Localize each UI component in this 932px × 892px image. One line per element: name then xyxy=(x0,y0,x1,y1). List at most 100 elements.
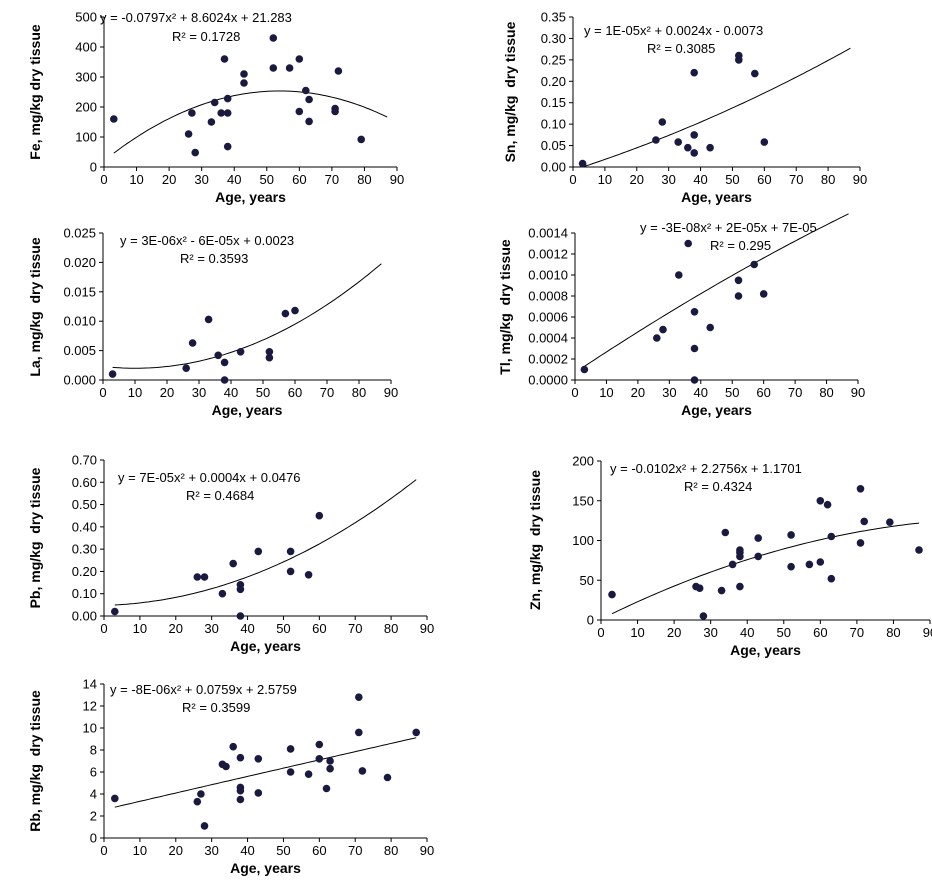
la-x-tick-label: 20 xyxy=(160,385,174,400)
rb-data-point xyxy=(315,755,324,763)
la-data-point xyxy=(291,306,299,315)
zn-data-point xyxy=(827,574,836,583)
rb-y-tick-label: 12 xyxy=(83,699,97,714)
zn-data-point xyxy=(823,500,832,509)
tl-chart: 0 10 20 30 40 50 60 70 80 90 0.0000 0.0002 0.0004 0.0… xyxy=(497,213,865,418)
sn-chart: 0 10 20 30 40 50 60 70 80 90 0.00 0.05 0.10 0.15 0.20 0… xyxy=(502,10,867,206)
zn-data-point xyxy=(754,534,762,542)
zn-y-tick-label: 100 xyxy=(572,533,594,548)
zn-x-tick-label: 60 xyxy=(813,625,827,640)
tl-data-point xyxy=(759,290,768,298)
fe-data-point xyxy=(295,107,304,116)
la-x-tick-label: 50 xyxy=(256,385,270,400)
pb-data-point xyxy=(315,511,324,520)
sn-y-tick-label: 0.20 xyxy=(541,74,566,89)
rb-data-point xyxy=(286,768,295,776)
fe-y-tick-label: 400 xyxy=(75,40,97,55)
sn-data-point xyxy=(690,131,698,139)
fe-y-tick-label: 100 xyxy=(75,130,97,145)
rb-equation: y = -8E-06x² + 0.0759x + 2.5759 xyxy=(110,682,297,697)
sn-data-point xyxy=(760,138,769,146)
pb-x-tick-label: 10 xyxy=(133,621,147,636)
rb-x-axis-title: Age, years xyxy=(230,860,301,876)
fe-data-point xyxy=(302,86,310,95)
fe-data-point xyxy=(223,94,232,103)
zn-equation: y = -0.0102x² + 2.2756x + 1.1701 xyxy=(610,461,802,476)
zn-data-point xyxy=(736,582,744,591)
la-data-point xyxy=(220,376,229,384)
tl-data-point xyxy=(734,292,743,300)
sn-x-tick-label: 50 xyxy=(725,172,739,187)
pb-x-tick-label: 0 xyxy=(100,621,107,636)
zn-data-point xyxy=(886,518,894,526)
pb-chart: 0 10 20 30 40 50 60 70 80 90 0.00 0.10 0.20 0.30 0.40 0… xyxy=(27,453,434,655)
rb-data-point xyxy=(326,757,334,765)
fe-data-point xyxy=(207,118,216,126)
tl-y-axis-title: Tl, mg/kg dry tissue xyxy=(497,239,513,375)
fe-y-tick-label: 0 xyxy=(90,160,97,175)
tl-data-point xyxy=(675,271,683,279)
pb-y-tick-label: 0.50 xyxy=(72,497,97,512)
fe-data-point xyxy=(331,107,339,116)
la-data-point xyxy=(214,351,222,360)
la-y-axis-title: La, mg/kg dry tissue xyxy=(27,237,43,376)
sn-x-tick-label: 20 xyxy=(630,172,644,187)
fe-data-point xyxy=(188,109,196,117)
tl-y-tick-label: 0.0006 xyxy=(528,310,568,325)
tl-x-tick-label: 90 xyxy=(851,385,865,400)
sn-y-tick-label: 0.30 xyxy=(541,31,566,46)
pb-data-point xyxy=(200,573,209,581)
rb-chart: 0 10 20 30 40 50 60 70 80 90 0 2 4 6 8 10 12 14 y = -8E-06… xyxy=(27,677,434,877)
zn-data-point xyxy=(816,558,825,566)
tl-y-tick-label: 0.0010 xyxy=(528,268,568,283)
la-x-tick-label: 30 xyxy=(192,385,206,400)
zn-r2: R² = 0.4324 xyxy=(684,479,752,494)
fe-data-point xyxy=(184,130,193,138)
fe-equation: y = -0.0797x² + 8.6024x + 21.283 xyxy=(100,10,292,25)
sn-data-point xyxy=(735,56,743,64)
la-y-tick-label: 0.020 xyxy=(63,255,96,270)
fe-data-point xyxy=(334,67,343,75)
sn-data-point xyxy=(578,159,587,168)
fe-data-point xyxy=(269,34,278,42)
la-x-tick-label: 0 xyxy=(99,385,106,400)
zn-data-point xyxy=(695,584,704,592)
zn-y-axis-title: Zn, mg/kg dry tissue xyxy=(527,470,543,610)
rb-x-tick-label: 80 xyxy=(384,843,398,858)
rb-y-tick-label: 6 xyxy=(90,765,97,780)
pb-data-point xyxy=(193,573,202,581)
zn-x-tick-label: 50 xyxy=(777,625,791,640)
zn-x-tick-label: 90 xyxy=(923,625,932,640)
fe-data-point xyxy=(305,95,313,104)
zn-data-point xyxy=(860,517,868,526)
sn-equation: y = 1E-05x² + 0.0024x - 0.0073 xyxy=(584,23,763,38)
pb-y-tick-label: 0.20 xyxy=(72,564,97,579)
zn-y-tick-label: 50 xyxy=(580,573,594,588)
pb-trendline xyxy=(114,479,417,606)
tl-data-point xyxy=(690,344,699,353)
pb-r2: R² = 0.4684 xyxy=(186,488,254,503)
zn-x-tick-label: 20 xyxy=(667,625,681,640)
rb-data-point xyxy=(322,784,331,793)
la-x-axis-title: Age, years xyxy=(212,402,283,418)
sn-data-point xyxy=(684,143,692,152)
sn-x-tick-label: 60 xyxy=(757,172,771,187)
rb-data-point xyxy=(197,790,205,798)
pb-x-tick-label: 60 xyxy=(312,621,326,636)
sn-y-tick-label: 0.00 xyxy=(541,160,566,175)
fe-data-point xyxy=(217,109,225,117)
pb-data-point xyxy=(236,585,245,594)
rb-data-point xyxy=(358,767,367,775)
zn-data-point xyxy=(856,485,865,493)
fe-y-axis-title: Fe, mg/kg dry tissue xyxy=(27,24,43,160)
rb-x-tick-label: 60 xyxy=(312,843,326,858)
tl-data-point xyxy=(653,334,661,342)
sn-trendline xyxy=(582,47,851,168)
rb-data-point xyxy=(229,742,237,751)
zn-y-tick-label: 150 xyxy=(572,493,594,508)
la-y-tick-label: 0.025 xyxy=(63,226,96,241)
tl-data-point xyxy=(684,239,692,248)
pb-data-point xyxy=(286,547,295,556)
fe-x-tick-label: 20 xyxy=(162,172,176,187)
fe-data-point xyxy=(110,115,118,123)
